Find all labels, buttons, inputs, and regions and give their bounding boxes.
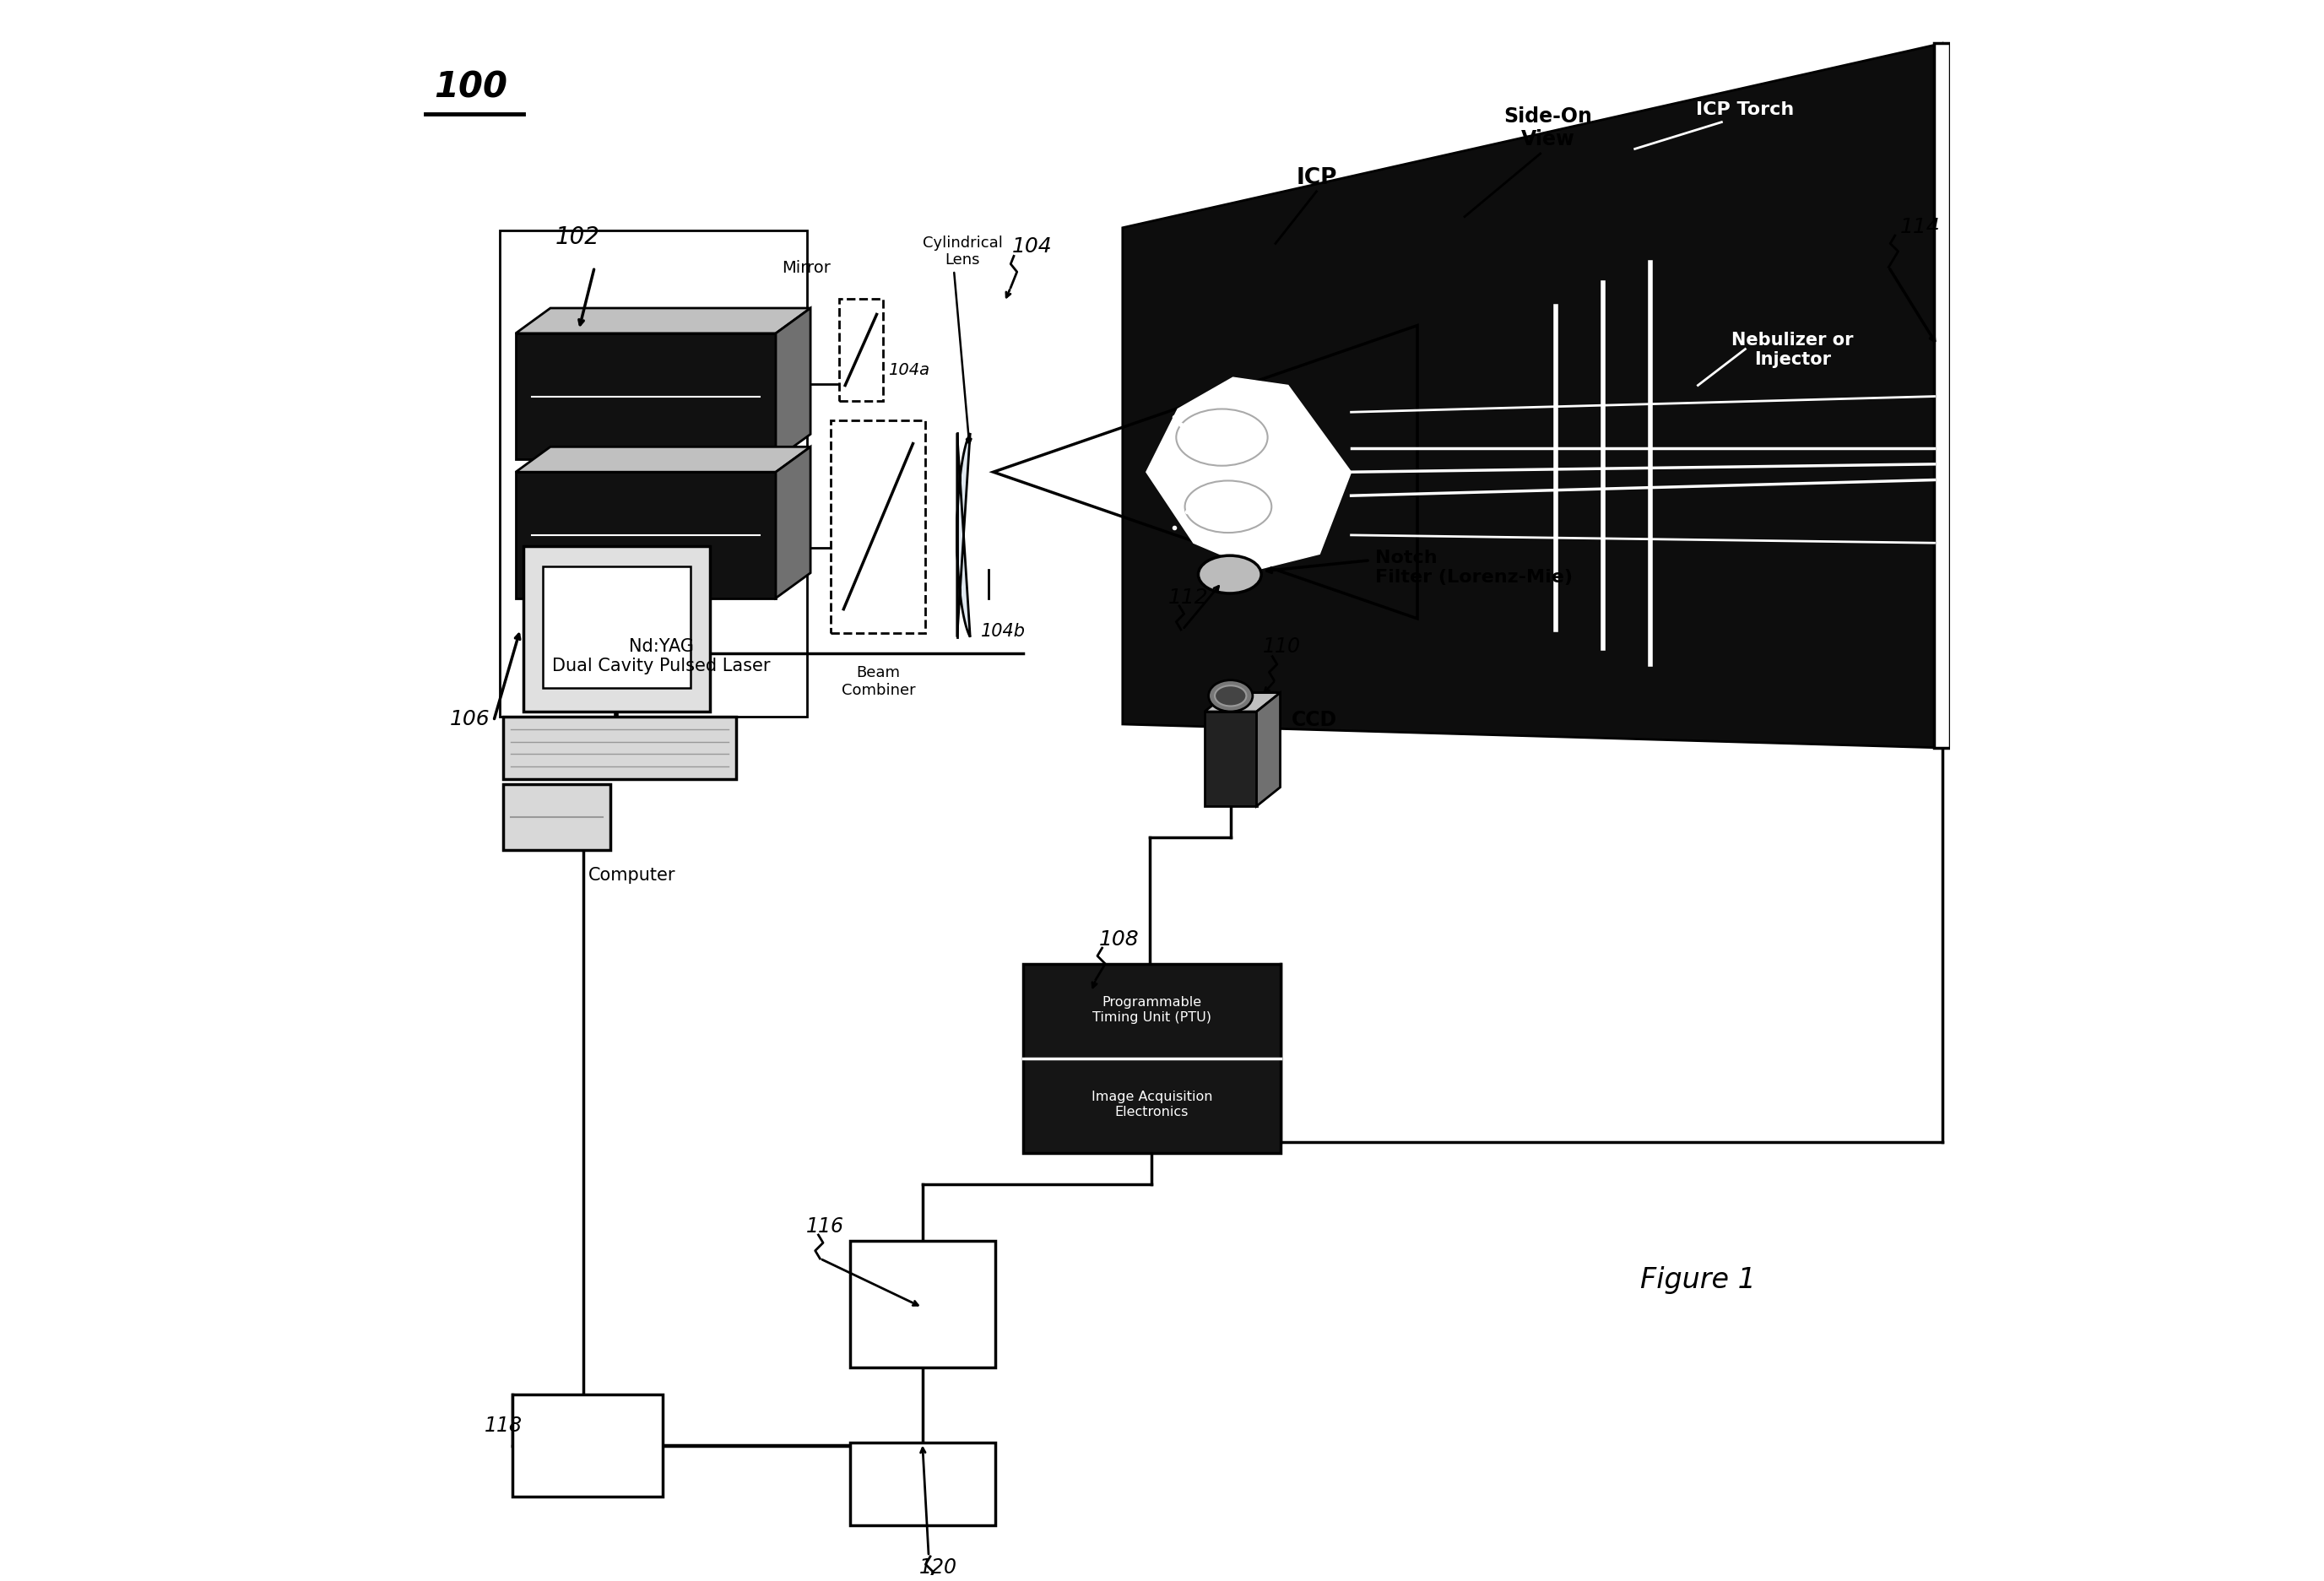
Bar [514,1394,662,1497]
Text: Notch
Filter (Lorenz-Mie): Notch Filter (Lorenz-Mie) [1376,549,1573,585]
Text: 120: 120 [920,1556,957,1576]
Text: ICP: ICP [1297,168,1336,190]
Text: 118: 118 [483,1415,523,1434]
Text: 100: 100 [435,70,507,106]
Text: Image Acquisition
Electronics: Image Acquisition Electronics [1092,1091,1213,1118]
Text: Computer: Computer [588,866,676,884]
Text: 102: 102 [555,226,600,250]
Text: 104a: 104a [888,362,930,378]
Bar [1023,964,1281,1153]
Polygon shape [1204,692,1281,711]
Polygon shape [1204,711,1257,806]
Bar [839,299,883,402]
Polygon shape [516,447,811,473]
Text: 114: 114 [1899,217,1941,237]
Text: Programmable
Timing Unit (PTU): Programmable Timing Unit (PTU) [1092,996,1211,1023]
Ellipse shape [1185,481,1271,533]
Text: 116: 116 [806,1216,844,1236]
Polygon shape [1146,378,1350,571]
Polygon shape [1257,692,1281,806]
Text: Nebulizer or
Injector: Nebulizer or Injector [1731,332,1855,368]
Text: CCD: CCD [1292,710,1336,730]
Text: ICP Torch: ICP Torch [1697,101,1794,119]
Bar [541,568,690,688]
Text: Figure 1: Figure 1 [1641,1265,1755,1293]
Polygon shape [957,433,969,637]
Text: 108: 108 [1099,930,1139,950]
Ellipse shape [1208,680,1253,711]
Bar [500,231,806,716]
Text: 104b: 104b [981,623,1025,640]
Text: Side-On
View: Side-On View [1504,106,1592,150]
Text: Beam
Combiner: Beam Combiner [841,664,916,697]
Polygon shape [776,308,811,460]
Text: 104: 104 [1013,236,1053,256]
Ellipse shape [1215,686,1246,707]
Bar [523,547,709,711]
Bar [502,784,611,851]
Text: Cylindrical
Lens: Cylindrical Lens [923,236,1002,267]
Ellipse shape [1176,409,1267,466]
Bar [502,716,737,779]
Polygon shape [516,308,811,334]
Bar [851,1443,995,1526]
Text: 110: 110 [1262,636,1301,656]
Text: Nd:YAG
Dual Cavity Pulsed Laser: Nd:YAG Dual Cavity Pulsed Laser [553,639,772,675]
Ellipse shape [1199,557,1262,594]
Bar [832,421,925,634]
Polygon shape [516,473,776,599]
Bar [1934,44,1950,748]
Polygon shape [516,334,776,460]
Polygon shape [776,447,811,599]
Text: 112: 112 [1169,587,1208,607]
Polygon shape [1122,44,1943,748]
Text: Mirror: Mirror [783,259,832,275]
Bar [851,1241,995,1368]
Text: 106: 106 [449,708,490,729]
